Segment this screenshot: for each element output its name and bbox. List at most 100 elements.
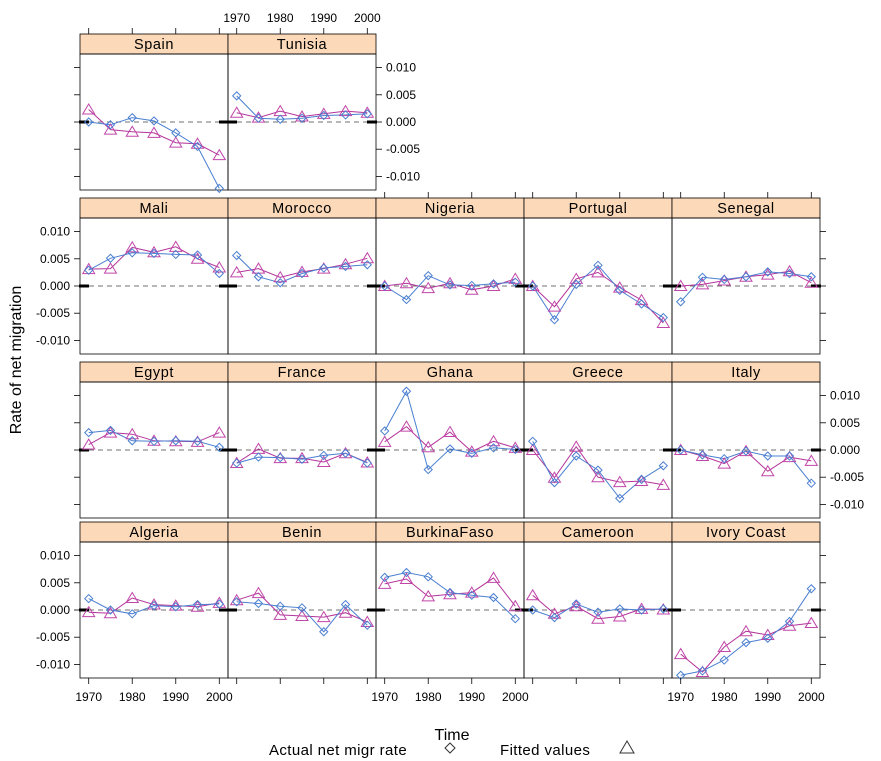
actual-point-burkinafaso [401,567,412,578]
actual-point-ghana [445,444,455,454]
actual-point-cameroon [615,604,625,614]
actual-point-egypt [105,425,116,436]
actual-point-morocco [319,263,329,273]
actual-point-benin [231,597,242,607]
actual-point-spain [105,120,116,130]
actual-point-cameroon [549,612,560,623]
fitted-point-nigeria [399,276,414,289]
panel-algeria: Algeria [79,521,229,679]
actual-point-ghana [401,386,412,396]
actual-point-spain [83,117,94,127]
axes-layer: 0.010 0.005 0.000 -0.005 -0.010 1970 1980 1990 2… [36,11,864,704]
actual-line-morocco [236,255,368,284]
fitted-point-tunisia [338,104,353,117]
actual-point-ivory-coast [741,637,751,648]
actual-point-ivory-coast [697,666,708,676]
fitted-point-morocco [316,262,331,274]
actual-point-algeria [149,600,159,611]
panel-burkinafaso: BurkinaFaso [375,521,525,679]
actual-point-ghana [379,426,390,436]
x-tick-label-bottom-ivory-coast-0: 1970 [667,690,694,704]
actual-point-benin [340,599,351,610]
actual-point-greece [571,451,581,461]
fitted-point-egypt [190,435,205,447]
actual-point-france [319,450,329,461]
actual-point-france [340,448,351,458]
y-tick-label-right-tunisia-1: 0.005 [386,88,416,102]
actual-point-france [253,452,264,462]
panel-cameroon: Cameroon [523,521,673,679]
actual-line-cameroon [532,603,664,619]
actual-point-algeria [171,602,181,612]
fitted-point-algeria [81,605,96,618]
fitted-point-senegal [804,276,819,288]
fitted-point-ghana [486,434,501,447]
actual-point-portugal [615,285,625,296]
fitted-point-burkinafaso [377,577,392,589]
fitted-point-benin [360,615,375,627]
actual-point-ivory-coast [763,633,773,643]
fitted-point-nigeria [464,283,479,295]
actual-point-italy [763,451,773,461]
actual-point-italy [806,478,817,488]
actual-point-morocco [253,272,264,282]
actual-point-spain [127,112,137,123]
fitted-point-cameroon [547,607,562,619]
fitted-line-spain [88,109,220,156]
actual-point-spain [214,183,225,194]
fitted-point-mali [190,252,205,264]
actual-point-burkinafaso [488,592,499,603]
fitted-point-greece [656,478,671,490]
actual-line-ivory-coast [680,588,812,676]
panel-senegal: Senegal [671,197,821,355]
actual-point-nigeria [467,280,477,291]
fitted-point-france [295,451,309,464]
actual-point-mali [192,250,203,260]
y-tick-label-left-mali-1: 0.005 [40,252,70,266]
actual-point-italy [784,451,795,461]
y-axis-title: Rate of net migration [8,286,25,435]
x-tick-label-bottom-burkinafaso-2: 1990 [458,690,485,704]
actual-point-morocco [362,260,373,270]
actual-point-italy [741,446,751,456]
actual-point-egypt [171,436,181,446]
actual-line-egypt [88,429,220,448]
fitted-point-greece [569,440,584,452]
actual-point-cameroon [571,599,581,609]
panel-greece: Greece [523,361,673,519]
actual-point-portugal [571,279,581,290]
actual-point-cameroon [658,604,669,614]
actual-point-cameroon [636,605,647,615]
fitted-point-benin [338,606,353,618]
fitted-point-portugal [569,272,584,284]
x-tick-label-bottom-algeria-1: 1980 [119,690,146,704]
x-tick-label-bottom-algeria-2: 1990 [162,690,189,704]
fitted-point-algeria [212,596,227,608]
strip-label-italy: Italy [731,365,761,381]
actual-line-portugal [532,264,664,321]
actual-line-italy [680,449,812,484]
x-tick-label-bottom-algeria-0: 1970 [75,690,102,704]
actual-point-egypt [192,436,203,447]
fitted-point-algeria [103,606,118,619]
actual-point-france [362,458,373,468]
y-tick-label-left-algeria-3: -0.005 [36,630,70,644]
fitted-point-morocco [360,251,375,264]
actual-point-mali [214,268,225,279]
actual-point-greece [615,493,625,504]
y-tick-label-left-algeria-4: -0.010 [36,657,70,671]
strip-label-algeria: Algeria [129,525,179,541]
actual-point-senegal [763,267,773,277]
actual-point-portugal [593,260,603,271]
panel-morocco: Morocco [227,197,377,355]
x-tick-label-bottom-ivory-coast-1: 1980 [711,690,738,704]
actual-point-algeria [105,605,116,615]
fitted-point-nigeria [443,276,457,289]
x-tick-label-top-tunisia-0: 1970 [223,11,250,25]
fitted-point-france [273,451,288,464]
actual-point-france [297,454,307,464]
fitted-point-morocco [273,270,288,283]
actual-point-morocco [340,261,351,272]
fitted-point-morocco [229,265,244,278]
strip-label-portugal: Portugal [569,201,628,217]
